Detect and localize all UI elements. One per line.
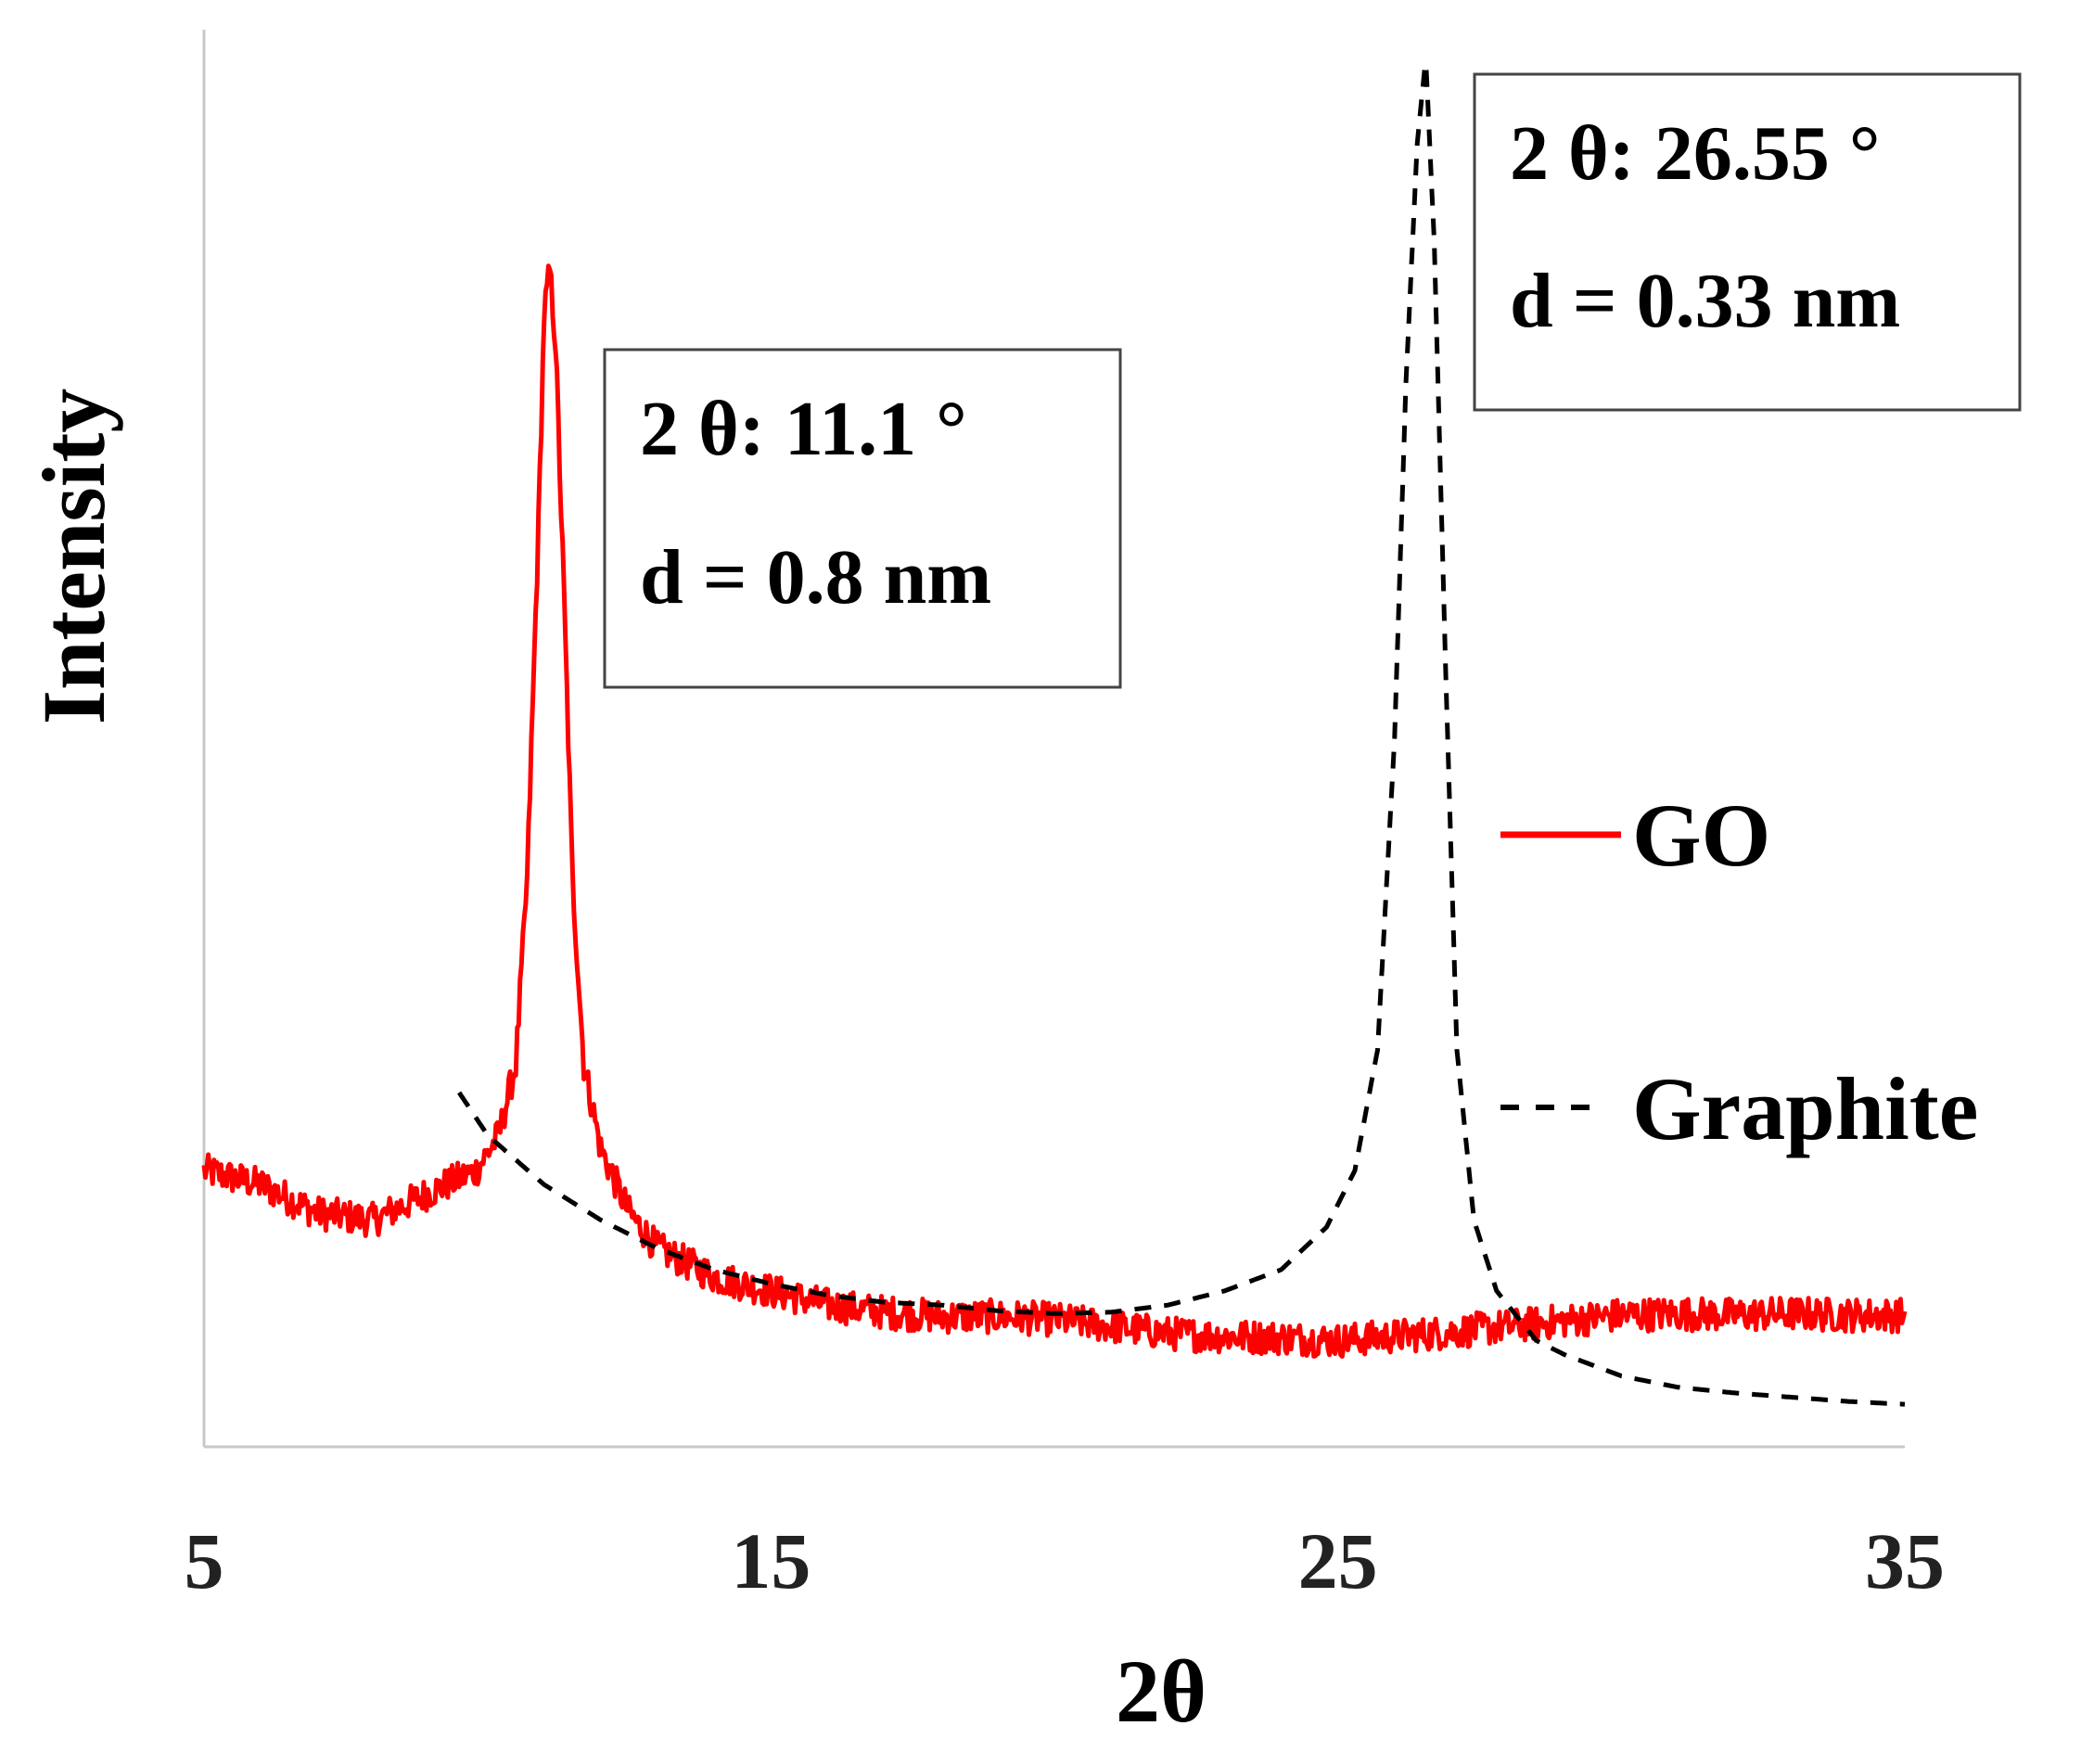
x-axis-label: 2θ xyxy=(1116,1642,1206,1741)
series-line-go xyxy=(201,263,1908,1359)
graphite-peak-annotation: 2 θ: 26.55 ° d = 0.33 nm xyxy=(1473,72,2022,412)
graphite-annotation-spacing: d = 0.33 nm xyxy=(1510,258,1900,344)
x-tick-label: 35 xyxy=(1865,1516,1945,1605)
x-tick-label: 25 xyxy=(1298,1516,1378,1605)
series-layer xyxy=(201,61,1908,1407)
graphite-annotation-angle: 2 θ: 26.55 ° xyxy=(1510,110,1880,197)
y-axis-label: Intensity xyxy=(24,389,123,725)
graphite-annotation-box xyxy=(1473,72,2022,412)
legend-label-graphite: Graphite xyxy=(1632,1059,1978,1158)
go-annotation-box xyxy=(603,348,1122,689)
x-tick-label: 15 xyxy=(731,1516,811,1605)
legend-label-go: GO xyxy=(1632,786,1770,885)
legend: GO Graphite xyxy=(1500,786,1978,1158)
series-line-graphite xyxy=(457,61,1907,1407)
go-annotation-spacing: d = 0.8 nm xyxy=(640,534,991,620)
go-annotation-angle: 2 θ: 11.1 ° xyxy=(640,386,967,472)
x-tick-label: 5 xyxy=(185,1516,224,1605)
x-tick-labels: 5 15 25 35 xyxy=(185,1516,1946,1605)
go-peak-annotation: 2 θ: 11.1 ° d = 0.8 nm xyxy=(603,348,1122,689)
